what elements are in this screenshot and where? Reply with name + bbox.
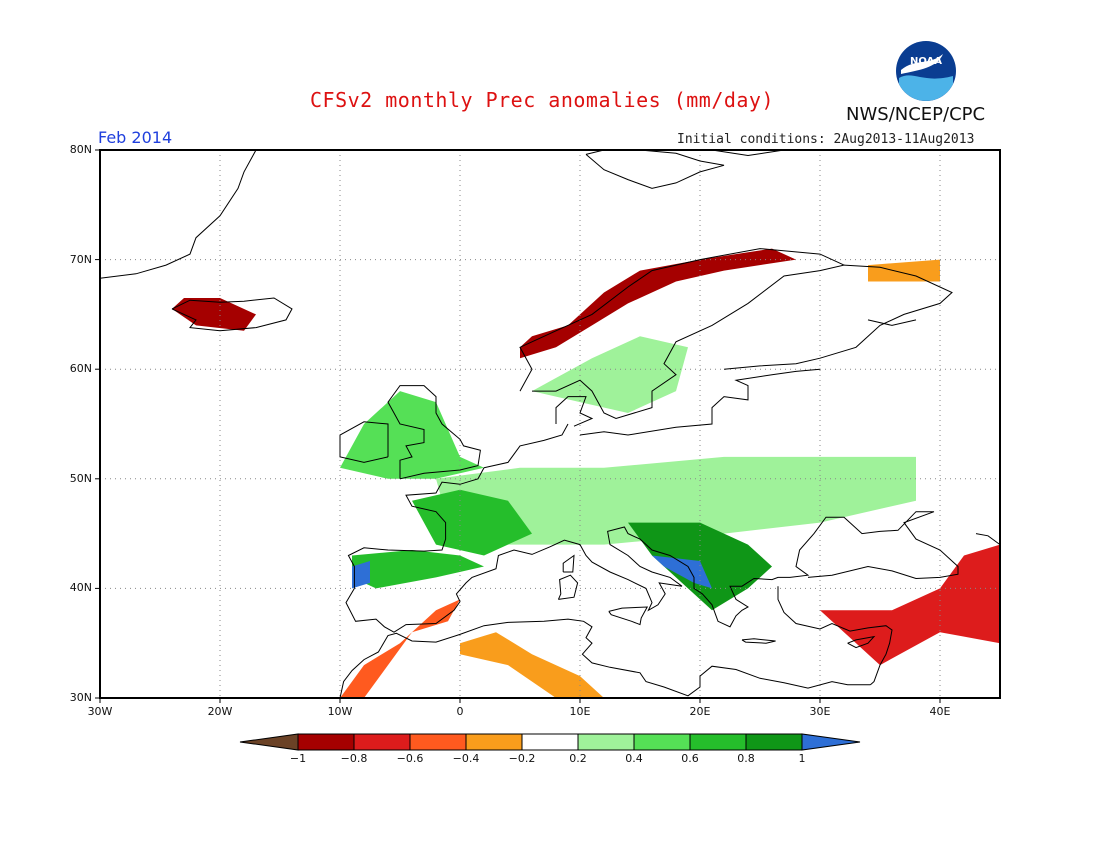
lon-label: 30E [809, 705, 831, 718]
coastline [741, 638, 776, 644]
init-conditions-label: Initial conditions: 2Aug2013-11Aug2013 [677, 132, 975, 147]
colorbar-swatch [297, 733, 355, 751]
lon-label: 20W [207, 705, 233, 718]
region-portugal-wet [352, 561, 370, 589]
month-label: Feb 2014 [98, 128, 173, 147]
coastline [723, 264, 953, 370]
colorbar-swatch [801, 733, 861, 751]
lon-label: 10E [569, 705, 591, 718]
colorbar-swatch [465, 733, 523, 751]
colorbar-swatch [521, 733, 579, 751]
anomaly-regions [172, 248, 1000, 698]
colorbar-swatch [745, 733, 803, 751]
coastline [99, 149, 257, 279]
colorbar [239, 733, 861, 751]
region-adriatic-wet [652, 555, 712, 589]
colorbar-swatch [353, 733, 411, 751]
colorbar-label: 0.4 [625, 752, 643, 765]
colorbar-swatch [239, 733, 299, 751]
colorbar-label: −0.6 [396, 752, 424, 765]
coastline [867, 319, 917, 326]
coastline [483, 423, 569, 469]
map-frame [99, 149, 1001, 699]
coastline [557, 574, 579, 600]
colorbar-label: 0.8 [737, 752, 755, 765]
lon-label: 30W [87, 705, 113, 718]
region-iberia-north [352, 550, 484, 589]
lon-label: 10W [327, 705, 353, 718]
colorbar-label: −0.4 [452, 752, 480, 765]
colorbar-label: 1 [798, 752, 806, 765]
lat-label: 40N [69, 581, 92, 595]
lat-label: 60N [69, 362, 92, 376]
colorbar-swatch [409, 733, 467, 751]
coastline [608, 606, 649, 626]
coastline [339, 421, 389, 463]
coastline [345, 467, 959, 633]
region-turkey-caucasus [820, 544, 1000, 666]
map-grid [100, 150, 1000, 698]
lat-label: 80N [69, 143, 92, 156]
coastline [847, 635, 876, 649]
colorbar-label: 0.2 [569, 752, 587, 765]
coastline [555, 396, 594, 427]
region-north-africa-coast [460, 632, 604, 698]
coastline [975, 533, 1001, 546]
region-scandinavia-south [532, 336, 688, 413]
region-norway-coast [520, 248, 796, 359]
colorbar-label: 0.6 [681, 752, 699, 765]
coastline [387, 385, 481, 480]
colorbar-swatch [633, 733, 691, 751]
coastline [777, 586, 893, 686]
lon-label: 40E [929, 705, 951, 718]
colorbar-label: −0.8 [340, 752, 368, 765]
coastline [171, 297, 293, 332]
colorbar-swatch [689, 733, 747, 751]
noaa-logo-text: NOAA [910, 56, 942, 67]
coastline [585, 149, 725, 189]
org-label: NWS/NCEP/CPC [846, 104, 986, 125]
coastline [711, 149, 785, 157]
lat-label: 50N [69, 471, 92, 485]
chart-title: CFSv2 monthly Prec anomalies (mm/day) [310, 88, 775, 112]
map-ticks [95, 149, 941, 703]
region-iberia-morocco [340, 599, 460, 698]
lon-label: 0 [456, 705, 464, 718]
colorbar-swatch [577, 733, 635, 751]
coastline [579, 368, 821, 436]
colorbar-label: −0.2 [508, 752, 536, 765]
noaa-logo: NOAA [896, 41, 956, 101]
colorbar-label: −1 [289, 752, 307, 765]
region-british-isles [340, 391, 484, 479]
lat-label: 30N [69, 691, 92, 704]
coastline [562, 554, 575, 573]
region-iceland [172, 298, 256, 331]
region-northern-russia [868, 259, 940, 282]
region-france-west [412, 489, 532, 556]
lon-label: 20E [689, 705, 711, 718]
coastline [339, 618, 871, 699]
lat-label: 70N [69, 252, 92, 266]
coastline [519, 248, 846, 420]
